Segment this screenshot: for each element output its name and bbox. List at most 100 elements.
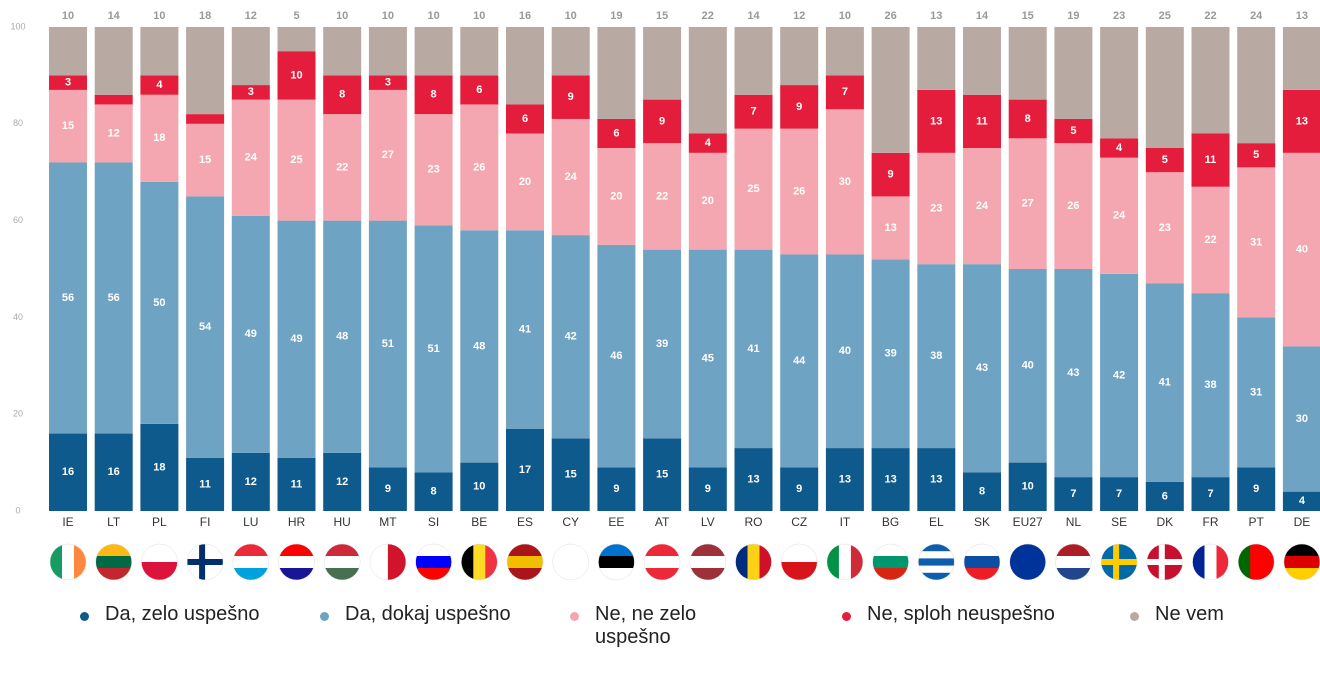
- bar-segment: [277, 27, 316, 52]
- legend-swatch: [1130, 612, 1139, 621]
- value-label: 9: [888, 169, 894, 181]
- value-label: 10: [290, 69, 302, 81]
- value-label: 17: [519, 464, 531, 476]
- legend-swatch: [570, 612, 579, 621]
- flag-part: [964, 568, 1000, 580]
- bar-segment: [825, 254, 864, 449]
- value-label: 30: [839, 176, 851, 188]
- bar-segment: [1008, 138, 1047, 269]
- bar-segment: [460, 27, 499, 76]
- value-label: 26: [793, 185, 805, 197]
- flag-part: [199, 544, 206, 580]
- value-label: 9: [796, 101, 802, 113]
- y-tick-label: 60: [13, 215, 23, 225]
- value-label: 51: [382, 338, 394, 350]
- flag-part: [689, 556, 726, 569]
- value-label: 38: [930, 350, 942, 362]
- value-label: 20: [702, 195, 714, 207]
- total-label: 19: [1067, 10, 1079, 22]
- flag-part: [1113, 544, 1120, 580]
- flag: [415, 544, 452, 580]
- x-tick-label: IT: [840, 515, 851, 529]
- value-label: 8: [1025, 113, 1031, 125]
- flag-part: [278, 556, 315, 569]
- bar-segment: [825, 448, 864, 511]
- flag-part: [507, 544, 543, 557]
- value-label: 54: [199, 321, 212, 333]
- total-label: 10: [473, 10, 485, 22]
- flag-part: [1055, 544, 1092, 557]
- value-label: 15: [62, 120, 74, 132]
- flag-part: [141, 544, 178, 563]
- bar-segment: [963, 264, 1001, 473]
- x-tick-label: NL: [1066, 515, 1082, 529]
- bar-segment: [140, 423, 179, 511]
- value-label: 13: [747, 473, 759, 485]
- bar-segment: [734, 27, 773, 95]
- flag: [598, 544, 635, 580]
- flag-part: [644, 544, 681, 557]
- flag-outline: [278, 543, 315, 581]
- bar-segment: [1008, 462, 1047, 511]
- value-label: 9: [796, 483, 802, 495]
- flag-part: [141, 562, 178, 580]
- value-label: 11: [199, 478, 211, 490]
- bar-segment: [917, 152, 956, 265]
- total-label: 22: [1204, 10, 1216, 22]
- bar-segment: [1237, 317, 1276, 468]
- total-label: 26: [884, 10, 896, 22]
- flag-part: [918, 551, 955, 559]
- value-label: 43: [1067, 367, 1079, 379]
- flag-part: [1283, 556, 1320, 569]
- flag-part: [872, 544, 909, 557]
- total-label: 10: [427, 10, 439, 22]
- value-label: 31: [1250, 236, 1262, 248]
- x-tick-label: DE: [1294, 515, 1311, 529]
- flag-part: [1238, 544, 1251, 580]
- value-label: 46: [610, 350, 622, 362]
- total-label: 16: [519, 10, 531, 22]
- value-label: 5: [1162, 154, 1168, 166]
- value-label: 3: [65, 77, 71, 89]
- total-label: 23: [1113, 10, 1125, 22]
- flag-part: [485, 544, 498, 580]
- flag-outline: [323, 543, 361, 581]
- x-tick-label: HR: [288, 515, 306, 529]
- flag-part: [232, 556, 269, 569]
- total-label: 19: [610, 10, 622, 22]
- value-label: 10: [473, 481, 485, 493]
- bar-segment: [49, 433, 87, 511]
- bar-segment: [1237, 143, 1276, 168]
- flag-part: [1216, 544, 1229, 580]
- bar-segment: [825, 109, 864, 255]
- flag-part: [324, 556, 361, 569]
- total-label: 13: [930, 10, 942, 22]
- flag: [644, 544, 681, 580]
- flag-part: [461, 544, 474, 580]
- bar-segment: [1054, 143, 1093, 269]
- flag: [1146, 544, 1183, 580]
- bar-segment: [780, 254, 819, 468]
- flag-part: [918, 558, 955, 567]
- total-label: 10: [565, 10, 577, 22]
- total-label: 10: [382, 10, 394, 22]
- value-label: 23: [930, 202, 942, 214]
- value-label: 7: [842, 86, 848, 98]
- bar-segment: [414, 75, 453, 115]
- total-label: 18: [199, 10, 211, 22]
- legend-swatch: [80, 612, 89, 621]
- flag: [141, 544, 178, 580]
- x-tick-label: EU27: [1013, 515, 1043, 529]
- flag: [50, 544, 86, 580]
- bar-segment: [734, 448, 773, 511]
- bar-segment: [231, 85, 270, 100]
- flag-part: [369, 544, 389, 580]
- flag-outline: [872, 543, 909, 581]
- value-label: 43: [976, 362, 988, 374]
- bar-segment: [688, 467, 727, 511]
- bar-segment: [780, 128, 819, 255]
- value-label: 9: [659, 115, 665, 127]
- value-label: 9: [568, 91, 574, 103]
- flag-part: [689, 544, 726, 557]
- bar-segment: [460, 104, 499, 231]
